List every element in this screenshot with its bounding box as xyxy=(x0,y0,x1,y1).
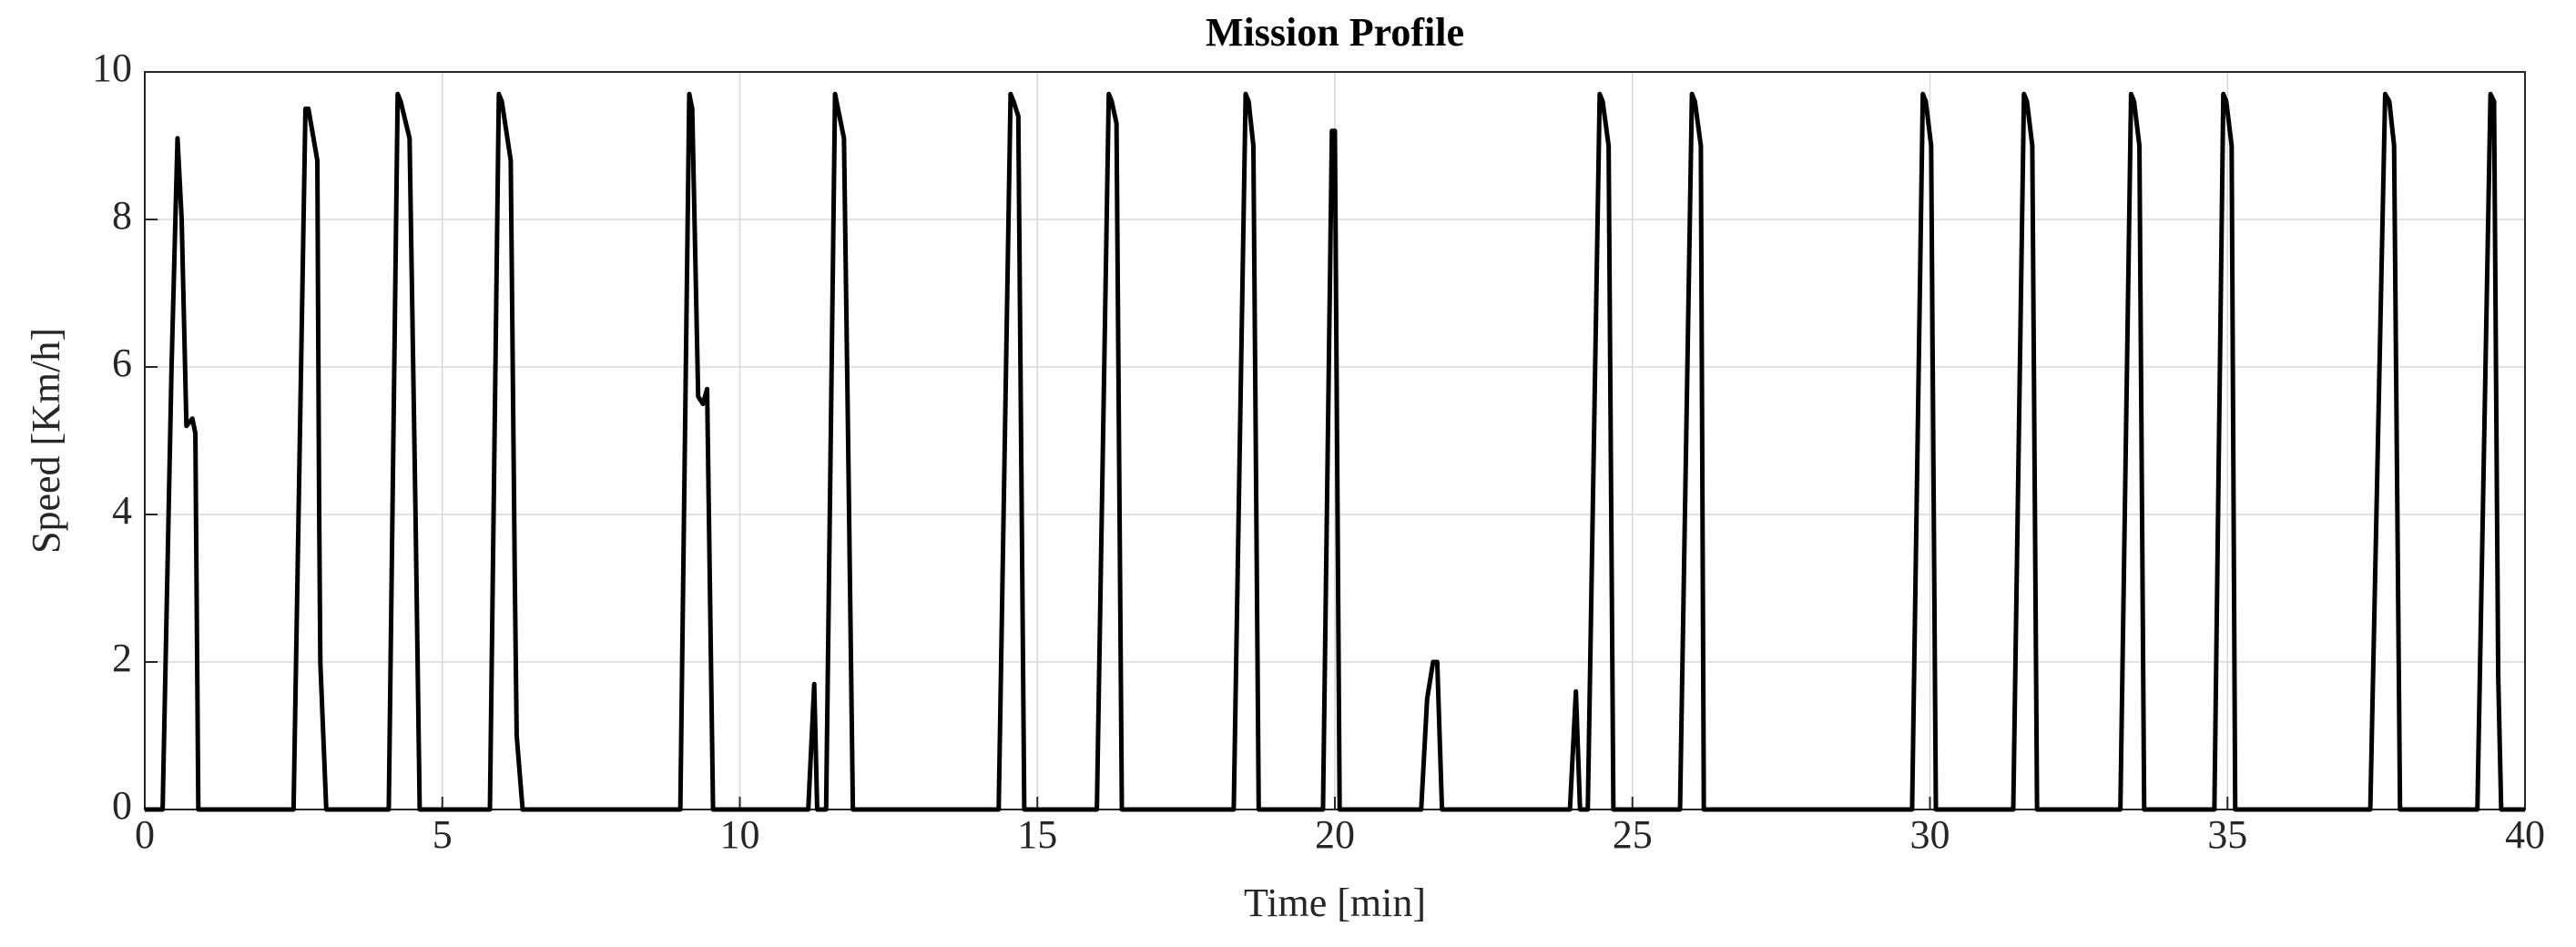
x-tick-label: 20 xyxy=(1315,812,1355,857)
x-tick-label: 25 xyxy=(1613,812,1653,857)
x-tick-label: 10 xyxy=(720,812,760,857)
data-line xyxy=(145,91,2525,812)
x-tick-label: 0 xyxy=(135,812,155,857)
x-tick-label: 15 xyxy=(1017,812,1057,857)
y-tick-label: 6 xyxy=(112,341,132,385)
y-tick-label: 8 xyxy=(112,193,132,238)
x-tick-label: 40 xyxy=(2505,812,2545,857)
x-tick-label: 5 xyxy=(433,812,453,857)
x-tick-label: 35 xyxy=(2207,812,2247,857)
y-tick-label: 10 xyxy=(92,46,132,90)
plot-frame xyxy=(144,71,2526,810)
x-tick-label: 30 xyxy=(1910,812,1950,857)
y-axis-label: Speed [Km/h] xyxy=(24,328,68,554)
y-tick-label: 2 xyxy=(112,636,132,680)
x-axis-label: Time [min] xyxy=(1244,881,1426,925)
y-tick-label: 4 xyxy=(112,488,132,533)
chart-title: Mission Profile xyxy=(1206,10,1464,55)
y-tick-label: 0 xyxy=(112,783,132,828)
